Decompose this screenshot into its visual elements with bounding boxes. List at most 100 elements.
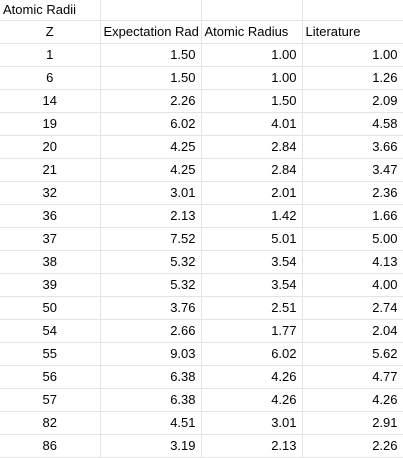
atomic-radius-cell[interactable]: 6.02 [201, 342, 303, 366]
atomic-radius-cell[interactable]: 2.84 [201, 135, 303, 159]
literature-cell[interactable]: 4.00 [302, 273, 403, 297]
table-row: 57 6.38 4.26 4.26 [0, 388, 403, 412]
z-cell[interactable]: 19 [0, 112, 101, 136]
title-row: Atomic Radii [0, 0, 403, 21]
z-cell[interactable]: 21 [0, 158, 101, 182]
expectation-radius-cell[interactable]: 2.26 [100, 89, 202, 113]
literature-cell[interactable]: 1.66 [302, 204, 403, 228]
empty-cell[interactable] [100, 0, 202, 21]
atomic-radius-cell[interactable]: 1.00 [201, 66, 303, 90]
atomic-radius-cell[interactable]: 1.42 [201, 204, 303, 228]
expectation-radius-cell[interactable]: 4.25 [100, 135, 202, 159]
literature-cell[interactable]: 4.13 [302, 250, 403, 274]
table-row: 32 3.01 2.01 2.36 [0, 181, 403, 205]
literature-cell[interactable]: 4.58 [302, 112, 403, 136]
table-row: 20 4.25 2.84 3.66 [0, 135, 403, 159]
z-cell[interactable]: 37 [0, 227, 101, 251]
expectation-radius-cell[interactable]: 5.32 [100, 273, 202, 297]
expectation-radius-cell[interactable]: 3.19 [100, 434, 202, 458]
literature-cell[interactable]: 2.04 [302, 319, 403, 343]
literature-cell[interactable]: 1.00 [302, 43, 403, 67]
expectation-radius-cell[interactable]: 2.66 [100, 319, 202, 343]
header-cell-z[interactable]: Z [0, 20, 101, 44]
atomic-radius-cell[interactable]: 2.51 [201, 296, 303, 320]
literature-cell[interactable]: 4.26 [302, 388, 403, 412]
expectation-radius-cell[interactable]: 7.52 [100, 227, 202, 251]
sheet-title-cell[interactable]: Atomic Radii [0, 0, 101, 21]
z-cell[interactable]: 54 [0, 319, 101, 343]
empty-cell[interactable] [302, 0, 403, 21]
table-row: 14 2.26 1.50 2.09 [0, 89, 403, 113]
table-row: 82 4.51 3.01 2.91 [0, 411, 403, 435]
expectation-radius-cell[interactable]: 1.50 [100, 43, 202, 67]
table-row: 38 5.32 3.54 4.13 [0, 250, 403, 274]
literature-cell[interactable]: 2.26 [302, 434, 403, 458]
table-row: 56 6.38 4.26 4.77 [0, 365, 403, 389]
expectation-radius-cell[interactable]: 6.02 [100, 112, 202, 136]
z-cell[interactable]: 36 [0, 204, 101, 228]
literature-cell[interactable]: 3.47 [302, 158, 403, 182]
expectation-radius-cell[interactable]: 1.50 [100, 66, 202, 90]
empty-cell[interactable] [201, 0, 303, 21]
header-row: Z Expectation Rad Atomic Radius Literatu… [0, 20, 403, 44]
table-row: 55 9.03 6.02 5.62 [0, 342, 403, 366]
z-cell[interactable]: 86 [0, 434, 101, 458]
literature-cell[interactable]: 5.00 [302, 227, 403, 251]
z-cell[interactable]: 38 [0, 250, 101, 274]
atomic-radius-cell[interactable]: 3.54 [201, 273, 303, 297]
atomic-radius-cell[interactable]: 3.54 [201, 250, 303, 274]
z-cell[interactable]: 6 [0, 66, 101, 90]
expectation-radius-cell[interactable]: 3.76 [100, 296, 202, 320]
table-row: 36 2.13 1.42 1.66 [0, 204, 403, 228]
atomic-radius-cell[interactable]: 3.01 [201, 411, 303, 435]
table-row: 39 5.32 3.54 4.00 [0, 273, 403, 297]
table-row: 50 3.76 2.51 2.74 [0, 296, 403, 320]
atomic-radius-cell[interactable]: 1.77 [201, 319, 303, 343]
z-cell[interactable]: 55 [0, 342, 101, 366]
table-row: 21 4.25 2.84 3.47 [0, 158, 403, 182]
table-row: 19 6.02 4.01 4.58 [0, 112, 403, 136]
header-cell-literature[interactable]: Literature [302, 20, 403, 44]
expectation-radius-cell[interactable]: 4.25 [100, 158, 202, 182]
atomic-radius-cell[interactable]: 5.01 [201, 227, 303, 251]
header-cell-expectation-radius[interactable]: Expectation Rad [100, 20, 202, 44]
expectation-radius-cell[interactable]: 3.01 [100, 181, 202, 205]
literature-cell[interactable]: 2.36 [302, 181, 403, 205]
z-cell[interactable]: 56 [0, 365, 101, 389]
header-cell-atomic-radius[interactable]: Atomic Radius [201, 20, 303, 44]
expectation-radius-cell[interactable]: 9.03 [100, 342, 202, 366]
literature-cell[interactable]: 5.62 [302, 342, 403, 366]
atomic-radius-cell[interactable]: 4.01 [201, 112, 303, 136]
z-cell[interactable]: 14 [0, 89, 101, 113]
atomic-radius-cell[interactable]: 2.01 [201, 181, 303, 205]
literature-cell[interactable]: 2.09 [302, 89, 403, 113]
literature-cell[interactable]: 4.77 [302, 365, 403, 389]
table-row: 37 7.52 5.01 5.00 [0, 227, 403, 251]
z-cell[interactable]: 57 [0, 388, 101, 412]
literature-cell[interactable]: 1.26 [302, 66, 403, 90]
z-cell[interactable]: 50 [0, 296, 101, 320]
z-cell[interactable]: 32 [0, 181, 101, 205]
atomic-radius-cell[interactable]: 4.26 [201, 365, 303, 389]
literature-cell[interactable]: 3.66 [302, 135, 403, 159]
atomic-radius-cell[interactable]: 4.26 [201, 388, 303, 412]
expectation-radius-cell[interactable]: 4.51 [100, 411, 202, 435]
z-cell[interactable]: 39 [0, 273, 101, 297]
z-cell[interactable]: 82 [0, 411, 101, 435]
expectation-radius-cell[interactable]: 5.32 [100, 250, 202, 274]
expectation-radius-cell[interactable]: 2.13 [100, 204, 202, 228]
literature-cell[interactable]: 2.91 [302, 411, 403, 435]
table-row: 1 1.50 1.00 1.00 [0, 43, 403, 67]
atomic-radius-cell[interactable]: 1.00 [201, 43, 303, 67]
atomic-radius-cell[interactable]: 2.84 [201, 158, 303, 182]
table-row: 86 3.19 2.13 2.26 [0, 434, 403, 458]
expectation-radius-cell[interactable]: 6.38 [100, 365, 202, 389]
expectation-radius-cell[interactable]: 6.38 [100, 388, 202, 412]
z-cell[interactable]: 1 [0, 43, 101, 67]
atomic-radius-cell[interactable]: 1.50 [201, 89, 303, 113]
z-cell[interactable]: 20 [0, 135, 101, 159]
atomic-radius-cell[interactable]: 2.13 [201, 434, 303, 458]
literature-cell[interactable]: 2.74 [302, 296, 403, 320]
